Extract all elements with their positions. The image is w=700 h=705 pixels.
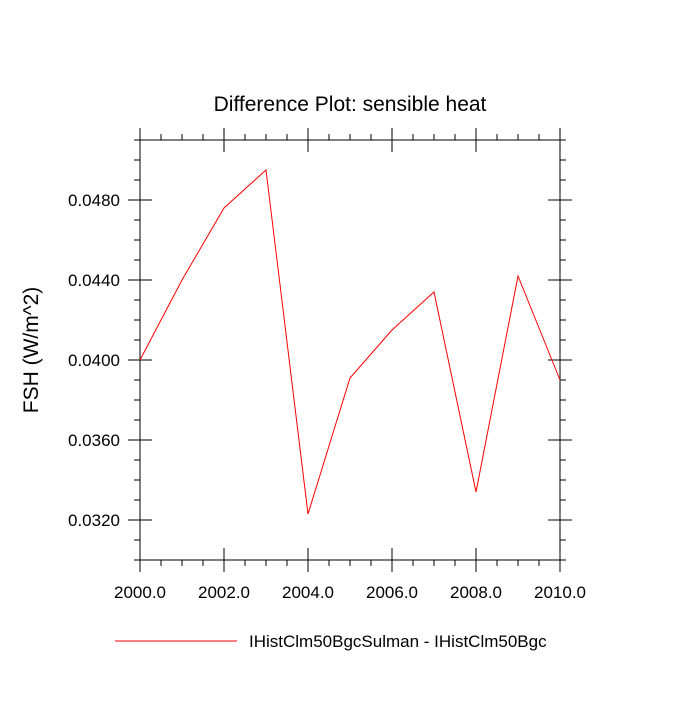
x-tick-label: 2002.0 — [198, 583, 250, 602]
chart-title: Difference Plot: sensible heat — [214, 93, 487, 116]
y-tick-label: 0.0360 — [68, 431, 120, 450]
y-tick-label: 0.0400 — [68, 351, 120, 370]
series-line — [139, 168, 561, 515]
legend: IHistClm50BgcSulman - IHistClm50Bgc — [115, 632, 547, 651]
x-tick-label: 2000.0 — [114, 583, 166, 602]
x-tick-label: 2006.0 — [366, 583, 418, 602]
y-tick-label: 0.0440 — [68, 271, 120, 290]
y-tick-label: 0.0320 — [68, 511, 120, 530]
y-axis-label: FSH (W/m^2) — [20, 287, 43, 414]
plot-area: 2000.0 2002.0 2004.0 2006.0 2008.0 2010.0 0.03… — [68, 128, 586, 602]
x-tick-label: 2010.0 — [534, 583, 586, 602]
legend-label: IHistClm50BgcSulman - IHistClm50Bgc — [249, 632, 547, 651]
y-tick-label: 0.0480 — [68, 191, 120, 210]
plot-frame — [139, 139, 561, 561]
x-tick-label: 2004.0 — [282, 583, 334, 602]
x-tick-label: 2008.0 — [450, 583, 502, 602]
